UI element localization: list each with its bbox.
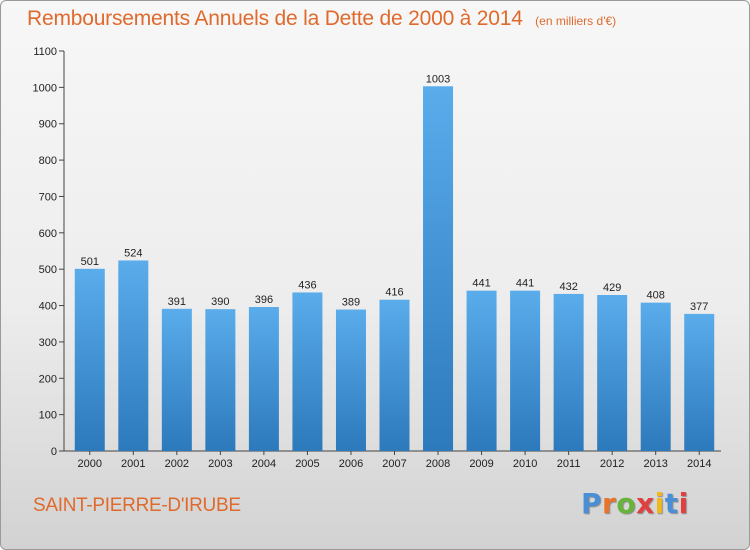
data-label-2000: 501 <box>81 256 99 268</box>
place-name: SAINT-PIERRE-D'IRUBE <box>33 495 241 516</box>
brand-letter: t <box>664 487 679 520</box>
data-label-2007: 416 <box>385 287 403 299</box>
y-tick-label: 100 <box>39 410 57 422</box>
brand-letter: i <box>678 487 689 520</box>
y-tick-label: 1100 <box>33 46 57 58</box>
x-tick-label: 2005 <box>295 458 319 470</box>
x-tick-label: 2012 <box>600 458 624 470</box>
data-label-2008: 1003 <box>426 73 450 85</box>
x-tick-label: 2009 <box>469 458 493 470</box>
x-tick-label: 2013 <box>643 458 667 470</box>
data-label-2002: 391 <box>168 296 186 308</box>
data-label-2009: 441 <box>472 278 490 290</box>
data-label-2006: 389 <box>342 297 360 309</box>
bar-2009 <box>466 290 497 451</box>
brand-logo[interactable]: Proxiti <box>581 487 689 520</box>
brand-letter: P <box>581 487 603 520</box>
bar-2003 <box>205 309 236 451</box>
y-tick-label: 1000 <box>33 82 57 94</box>
x-tick-label: 2004 <box>252 458 276 470</box>
bar-2012 <box>597 295 628 451</box>
y-tick-label: 800 <box>39 155 57 167</box>
bar-2005 <box>292 292 323 451</box>
data-label-2013: 408 <box>647 290 665 302</box>
y-axis: 0 100 200 300 400 500 600 700 800 900 1000 1100 <box>33 46 65 458</box>
data-labels: 501 524 391 390 396 436 389 416 1003 441 441 432 429… <box>81 73 709 313</box>
brand-letter: x <box>636 487 655 520</box>
x-tick-label: 2006 <box>339 458 363 470</box>
y-tick-label: 700 <box>39 191 57 203</box>
bars <box>74 86 715 451</box>
bar-2001 <box>118 260 149 451</box>
y-tick-label: 900 <box>39 119 57 131</box>
data-label-2011: 432 <box>559 281 577 293</box>
y-tick-label: 600 <box>39 228 57 240</box>
bar-2013 <box>640 302 671 451</box>
x-tick-label: 2007 <box>382 458 406 470</box>
x-tick-label: 2008 <box>426 458 450 470</box>
brand-letter: i <box>654 487 665 520</box>
brand-letter: o <box>616 487 637 520</box>
x-tick-label: 2002 <box>165 458 189 470</box>
data-label-2010: 441 <box>516 278 534 290</box>
data-label-2004: 396 <box>255 294 273 306</box>
x-tick-label: 2010 <box>513 458 537 470</box>
data-label-2001: 524 <box>124 247 142 259</box>
x-axis: 2000 2001 2002 2003 2004 2005 2006 2007 2008 2009… <box>64 450 721 470</box>
x-tick-label: 2011 <box>557 458 581 470</box>
chart-title: Remboursements Annuels de la Dette de 20… <box>27 7 523 30</box>
bar-2004 <box>248 307 279 451</box>
y-tick-label: 0 <box>51 446 57 458</box>
bar-2010 <box>510 290 541 451</box>
bar-2008 <box>423 86 454 451</box>
bar-2011 <box>553 293 584 451</box>
y-tick-label: 200 <box>39 373 57 385</box>
y-tick-label: 300 <box>39 337 57 349</box>
data-label-2005: 436 <box>298 279 316 291</box>
brand-letter: r <box>602 487 617 520</box>
y-tick-label: 500 <box>39 264 57 276</box>
y-tick-label: 400 <box>39 301 57 313</box>
bar-2007 <box>379 299 410 451</box>
bar-2000 <box>74 268 105 451</box>
data-label-2012: 429 <box>603 282 621 294</box>
x-tick-label: 2014 <box>687 458 711 470</box>
title-row: Remboursements Annuels de la Dette de 20… <box>27 7 616 31</box>
chart-subtitle: (en milliers d'€) <box>535 14 617 28</box>
bar-2006 <box>335 309 366 451</box>
x-tick-label: 2000 <box>78 458 102 470</box>
bar-2014 <box>684 313 715 451</box>
data-label-2003: 390 <box>211 296 229 308</box>
x-tick-label: 2001 <box>121 458 145 470</box>
x-tick-label: 2003 <box>208 458 232 470</box>
bar-2002 <box>161 308 192 451</box>
data-label-2014: 377 <box>690 301 708 313</box>
